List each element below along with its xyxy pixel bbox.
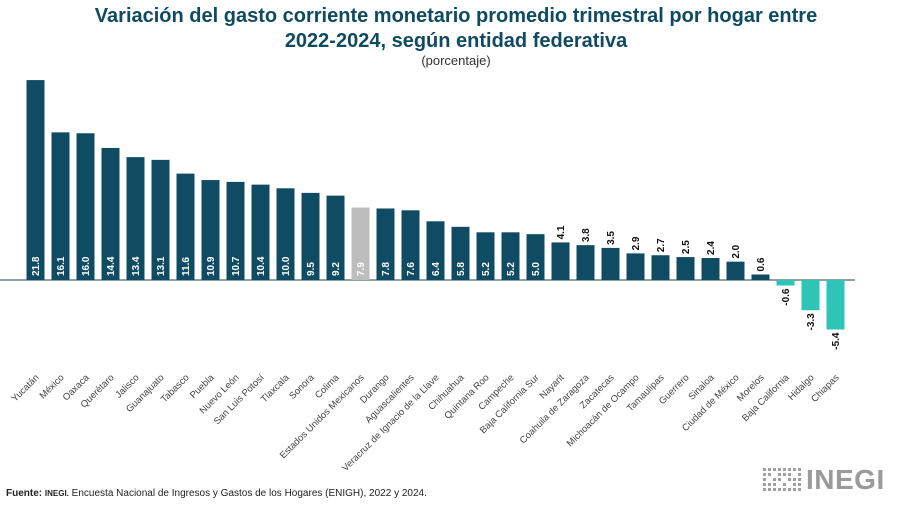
bar-29 (751, 274, 770, 280)
bar-22 (576, 245, 595, 280)
bar-8 (226, 181, 245, 280)
source-note: Fuente: INEGI. Encuesta Nacional de Ingr… (6, 488, 427, 499)
inegi-grid-icon (763, 468, 801, 491)
value-label-13: 7.9 (356, 262, 367, 276)
bar-0 (26, 80, 45, 281)
bar-23 (601, 247, 620, 280)
value-label-9: 10.4 (256, 256, 267, 276)
value-label-24: 2.9 (631, 236, 642, 250)
value-label-5: 13.1 (156, 256, 167, 276)
bar-15 (401, 210, 420, 280)
value-label-28: 2.0 (731, 244, 742, 258)
value-label-27: 2.4 (706, 241, 717, 255)
value-label-14: 7.8 (381, 262, 392, 276)
value-label-10: 10.0 (281, 256, 292, 276)
bar-14 (376, 208, 395, 280)
value-label-4: 13.4 (131, 256, 142, 276)
value-label-21: 4.1 (556, 225, 567, 239)
bar-16 (426, 221, 445, 280)
category-label-0: Yucatán (10, 372, 42, 404)
bar-27 (701, 257, 720, 280)
bar-28 (726, 261, 745, 280)
bar-6 (176, 173, 195, 280)
bar-9 (251, 184, 270, 280)
value-label-29: 0.6 (756, 257, 767, 271)
value-label-15: 7.6 (406, 262, 417, 276)
category-label-10: Tlaxcala (259, 372, 292, 405)
value-label-23: 3.5 (606, 231, 617, 245)
bar-12 (326, 195, 345, 280)
bar-19 (501, 232, 520, 280)
value-label-16: 6.4 (431, 262, 442, 276)
value-label-32: -5.4 (831, 332, 842, 350)
value-label-0: 21.8 (31, 256, 42, 276)
value-label-7: 10.9 (206, 256, 217, 276)
bar-30 (776, 280, 795, 286)
bar-20 (526, 234, 545, 280)
value-label-20: 5.0 (531, 262, 542, 276)
value-label-19: 5.2 (506, 262, 517, 276)
category-label-32: Chiapas (809, 372, 842, 405)
value-label-2: 16.0 (81, 256, 92, 276)
value-label-22: 3.8 (581, 228, 592, 242)
bar-25 (651, 255, 670, 280)
value-label-17: 5.8 (456, 262, 467, 276)
value-label-25: 2.7 (656, 238, 667, 252)
bar-chart: 21.8Yucatán16.1México16.0Oaxaca14.4Queré… (0, 80, 855, 470)
value-label-3: 14.4 (106, 256, 117, 276)
bar-11 (301, 192, 320, 280)
bar-21 (551, 242, 570, 280)
value-label-18: 5.2 (481, 262, 492, 276)
bar-18 (476, 232, 495, 280)
source-org: INEGI. (44, 489, 69, 498)
bar-24 (626, 253, 645, 280)
bar-32 (826, 280, 845, 330)
chart-title-line1: Variación del gasto corriente monetario … (94, 5, 818, 27)
chart-subtitle: (porcentaje) (421, 53, 491, 68)
bar-31 (801, 280, 820, 311)
bar-10 (276, 188, 295, 280)
inegi-logo: INEGI (763, 464, 903, 496)
bar-26 (676, 257, 695, 280)
value-label-26: 2.5 (681, 240, 692, 254)
bar-17 (451, 226, 470, 280)
bar-13 (351, 207, 370, 280)
value-label-31: -3.3 (806, 313, 817, 331)
source-label: Fuente: (6, 488, 43, 499)
bar-7 (201, 180, 220, 280)
value-label-1: 16.1 (56, 256, 67, 276)
chart-title-line2: 2022-2024, según entidad federativa (284, 30, 628, 52)
bar-3 (101, 147, 120, 280)
source-text: Encuesta Nacional de Ingresos y Gastos d… (68, 488, 427, 499)
bar-5 (151, 159, 170, 280)
inegi-logo-text: INEGI (806, 464, 885, 495)
value-label-12: 9.2 (331, 262, 342, 276)
value-label-30: -0.6 (781, 288, 792, 306)
bar-4 (126, 157, 145, 280)
category-label-11: Sonora (287, 372, 317, 402)
value-label-6: 11.6 (181, 257, 192, 276)
chart-title: Variación del gasto corriente monetario … (0, 4, 912, 54)
bar-2 (76, 133, 95, 280)
value-label-11: 9.5 (306, 262, 317, 276)
value-label-8: 10.7 (231, 256, 242, 276)
bar-1 (51, 132, 70, 280)
